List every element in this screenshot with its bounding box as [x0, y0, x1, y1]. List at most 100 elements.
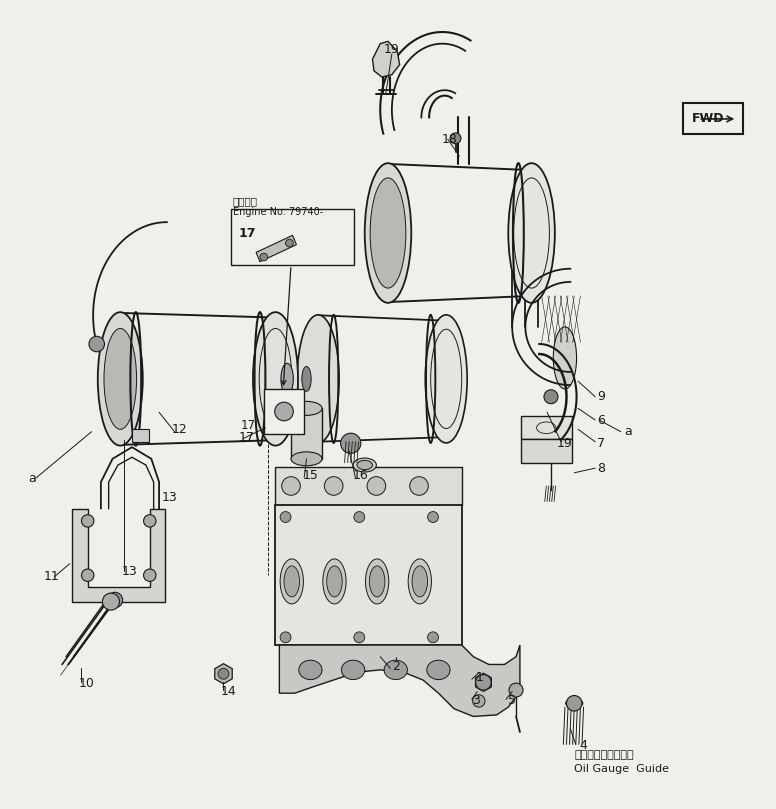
Bar	[275, 467, 462, 506]
Circle shape	[144, 569, 156, 582]
Text: a: a	[625, 426, 632, 438]
Circle shape	[450, 133, 461, 144]
Circle shape	[341, 433, 361, 453]
Circle shape	[280, 511, 291, 523]
Text: 4: 4	[580, 739, 587, 752]
Circle shape	[476, 675, 491, 690]
Ellipse shape	[365, 559, 389, 604]
Text: 13: 13	[161, 491, 177, 504]
Polygon shape	[279, 645, 520, 717]
Text: 3: 3	[473, 694, 480, 707]
Text: オイルゲージガイド: オイルゲージガイド	[574, 750, 634, 760]
Text: 14: 14	[221, 685, 237, 698]
Ellipse shape	[299, 660, 322, 680]
Text: FWD: FWD	[692, 112, 725, 125]
Ellipse shape	[341, 660, 365, 680]
Circle shape	[367, 477, 386, 495]
Text: Engine No. 79740-: Engine No. 79740-	[233, 206, 323, 217]
Ellipse shape	[427, 660, 450, 680]
Circle shape	[275, 402, 293, 421]
Ellipse shape	[408, 559, 431, 604]
Ellipse shape	[370, 178, 406, 288]
Ellipse shape	[297, 315, 339, 443]
Circle shape	[410, 477, 428, 495]
Bar	[264, 389, 304, 434]
Ellipse shape	[425, 315, 467, 443]
Text: 8: 8	[598, 462, 605, 475]
Text: 適用号等: 適用号等	[233, 197, 258, 206]
Text: 6: 6	[598, 413, 605, 426]
Bar	[291, 409, 322, 459]
Ellipse shape	[302, 366, 311, 392]
Ellipse shape	[291, 401, 322, 415]
Polygon shape	[72, 509, 165, 603]
Circle shape	[282, 477, 300, 495]
Ellipse shape	[280, 559, 303, 604]
Text: 13: 13	[122, 565, 137, 578]
Ellipse shape	[323, 559, 346, 604]
Circle shape	[354, 511, 365, 523]
Text: 11: 11	[43, 570, 59, 583]
Text: 5: 5	[508, 694, 516, 707]
Circle shape	[566, 696, 582, 711]
Ellipse shape	[281, 363, 293, 395]
Ellipse shape	[291, 452, 322, 466]
Bar	[683, 104, 743, 134]
Text: 18: 18	[442, 133, 458, 146]
Circle shape	[280, 632, 291, 642]
Polygon shape	[372, 41, 400, 77]
Bar	[521, 439, 572, 463]
Ellipse shape	[412, 566, 428, 597]
Bar	[275, 506, 462, 645]
Text: 10: 10	[79, 677, 95, 690]
Polygon shape	[256, 235, 296, 262]
Polygon shape	[476, 673, 491, 692]
Ellipse shape	[327, 566, 342, 597]
Text: 15: 15	[303, 469, 318, 482]
Circle shape	[428, 511, 438, 523]
Circle shape	[102, 593, 120, 610]
Ellipse shape	[104, 328, 137, 430]
Text: 17: 17	[241, 419, 255, 433]
Bar	[231, 209, 354, 265]
Text: 1: 1	[476, 671, 483, 684]
Text: 17: 17	[239, 227, 257, 240]
Text: 16: 16	[353, 469, 369, 482]
Text: Oil Gauge  Guide: Oil Gauge Guide	[574, 765, 669, 774]
Circle shape	[509, 683, 523, 697]
Bar	[132, 430, 149, 442]
Circle shape	[354, 632, 365, 642]
Bar	[521, 416, 572, 439]
Ellipse shape	[553, 327, 577, 389]
Text: 17: 17	[239, 430, 255, 443]
Ellipse shape	[353, 458, 376, 472]
Circle shape	[81, 569, 94, 582]
Text: a: a	[29, 472, 36, 485]
Ellipse shape	[508, 163, 555, 303]
Ellipse shape	[357, 460, 372, 470]
Ellipse shape	[365, 163, 411, 303]
Text: 2: 2	[392, 660, 400, 673]
Circle shape	[218, 668, 229, 680]
Text: 7: 7	[598, 437, 605, 450]
Text: 9: 9	[598, 390, 605, 403]
Text: 19: 19	[557, 437, 573, 450]
Ellipse shape	[369, 566, 385, 597]
Text: 12: 12	[172, 423, 188, 436]
Bar	[275, 356, 318, 402]
Ellipse shape	[253, 312, 298, 446]
Polygon shape	[215, 663, 232, 684]
Ellipse shape	[98, 312, 143, 446]
Ellipse shape	[566, 699, 583, 708]
Circle shape	[144, 515, 156, 527]
Circle shape	[286, 239, 293, 247]
Circle shape	[89, 337, 105, 352]
Text: 19: 19	[384, 43, 400, 56]
Circle shape	[473, 695, 485, 707]
Ellipse shape	[284, 566, 300, 597]
Circle shape	[544, 390, 558, 404]
Circle shape	[260, 253, 268, 261]
Circle shape	[324, 477, 343, 495]
Circle shape	[107, 592, 123, 608]
Ellipse shape	[384, 660, 407, 680]
